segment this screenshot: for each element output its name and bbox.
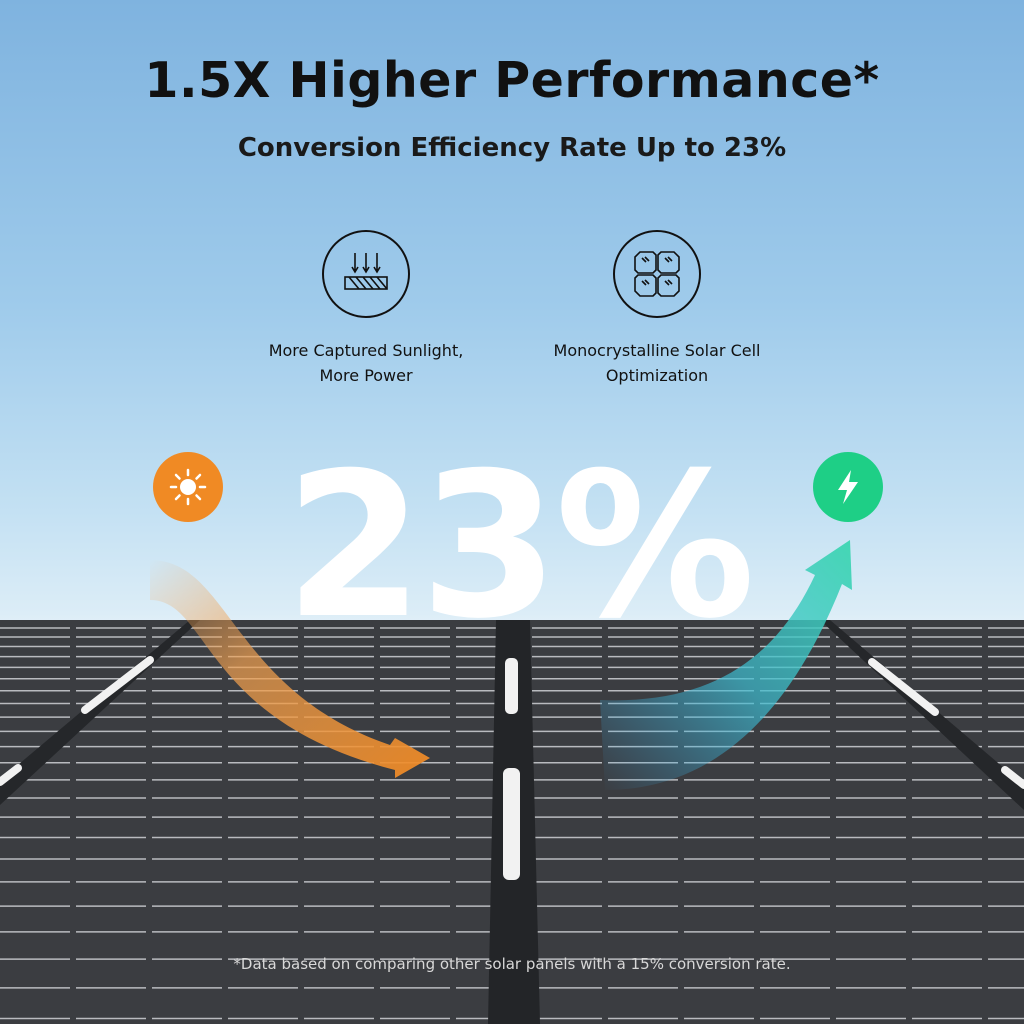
sun-icon bbox=[169, 468, 207, 506]
panel-handle bbox=[503, 768, 520, 880]
solar-panels bbox=[0, 620, 1024, 1024]
sun-badge bbox=[153, 452, 223, 522]
subheadline: Conversion Efficiency Rate Up to 23% bbox=[237, 133, 787, 163]
panel-handle bbox=[505, 658, 518, 714]
sunlight-input-arrow bbox=[150, 560, 430, 778]
feature-monocrystalline: Monocrystalline Solar Cell Optimization bbox=[507, 230, 807, 388]
feature-label-line2: Optimization bbox=[605, 366, 709, 385]
footnote: *Data based on comparing other solar pan… bbox=[233, 955, 791, 973]
power-output-arrow bbox=[600, 540, 852, 790]
feature-label-line2: More Power bbox=[319, 366, 413, 385]
power-badge bbox=[813, 452, 883, 522]
lightning-bolt-icon bbox=[838, 470, 858, 504]
sunlight-absorb-icon bbox=[322, 230, 410, 318]
monocrystalline-cell-icon bbox=[613, 230, 701, 318]
feature-label-line1: More Captured Sunlight, bbox=[268, 341, 464, 360]
feature-label-line1: Monocrystalline Solar Cell bbox=[553, 341, 761, 360]
headline: 1.5X Higher Performance* bbox=[144, 52, 880, 109]
feature-captured-sunlight: More Captured Sunlight, More Power bbox=[216, 230, 516, 388]
